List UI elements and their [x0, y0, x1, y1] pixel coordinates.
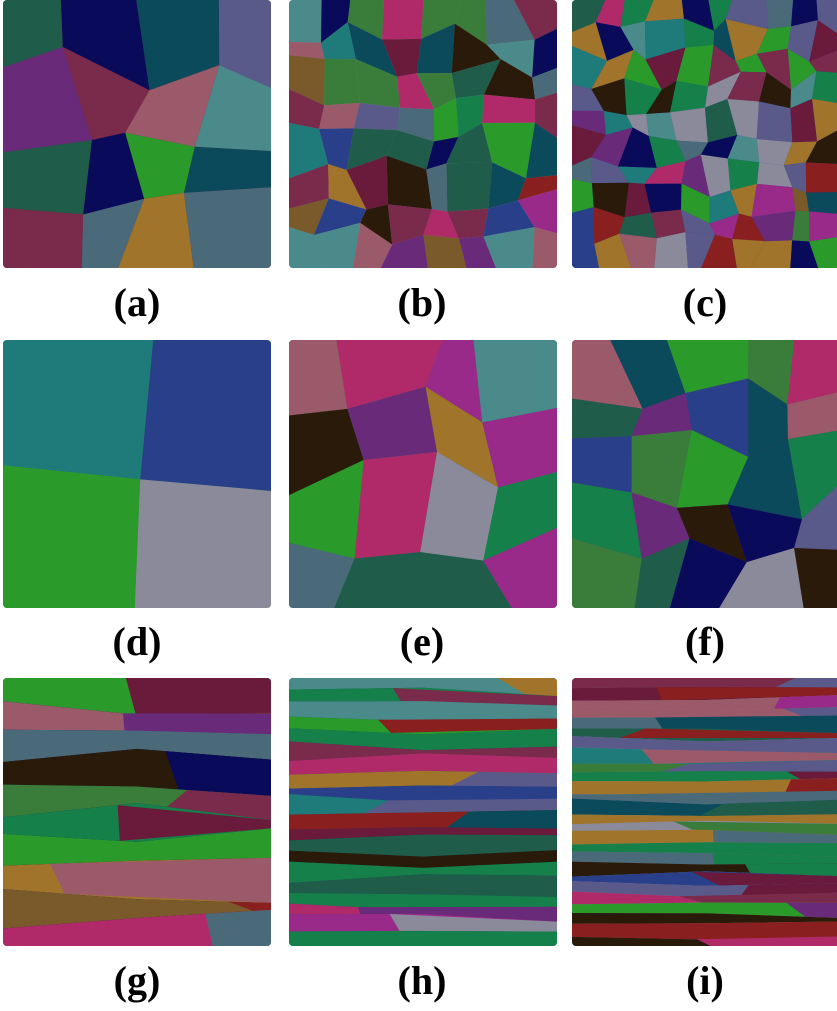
grain — [473, 340, 557, 422]
grain — [806, 162, 837, 192]
grain — [757, 102, 793, 143]
micrograph — [289, 340, 557, 608]
grain — [812, 71, 837, 103]
grain — [135, 479, 271, 608]
panel-label: (i) — [686, 958, 724, 1003]
grain — [126, 678, 271, 715]
grain — [289, 931, 557, 946]
grain — [324, 59, 359, 105]
grain — [806, 192, 837, 214]
panels — [3, 0, 837, 946]
grain — [572, 921, 837, 939]
grain — [482, 95, 535, 123]
micrograph — [3, 340, 271, 608]
grain — [572, 179, 594, 213]
panel-label: (h) — [398, 958, 447, 1003]
micrograph — [572, 678, 837, 946]
grain — [319, 103, 360, 129]
panel-label: (b) — [398, 280, 447, 325]
panel-label: (a) — [114, 280, 161, 325]
grain — [785, 778, 837, 792]
page: (a) (b) (c) (d) (e) (f) (g) (h) (i) (() … — [0, 0, 837, 1011]
grain — [382, 0, 423, 40]
grain — [446, 162, 492, 211]
micrograph — [3, 0, 271, 268]
micrograph — [289, 678, 557, 946]
grain — [3, 208, 83, 268]
panel-label: (d) — [113, 619, 162, 664]
micrograph — [289, 0, 557, 268]
grain — [766, 0, 793, 29]
micrograph — [572, 0, 837, 268]
grain — [809, 211, 837, 241]
grain — [206, 910, 271, 946]
micrograph — [3, 678, 271, 946]
grain — [532, 227, 557, 268]
grain — [184, 187, 271, 268]
panel-label: (c) — [683, 280, 727, 325]
grain — [289, 0, 322, 43]
grain — [670, 81, 708, 112]
grain — [3, 140, 92, 214]
panel-label: (g) — [114, 958, 161, 1003]
micrograph — [572, 340, 837, 608]
panel-label: (f) — [685, 619, 725, 664]
grain — [3, 465, 140, 608]
grain — [140, 340, 271, 491]
figure: (a) (b) (c) (d) (e) (f) (g) (h) (i) — [0, 0, 837, 1011]
grain — [3, 340, 153, 479]
grain — [354, 103, 400, 130]
grain — [184, 147, 271, 193]
panel-label: (e) — [400, 619, 444, 664]
grain — [572, 207, 594, 246]
